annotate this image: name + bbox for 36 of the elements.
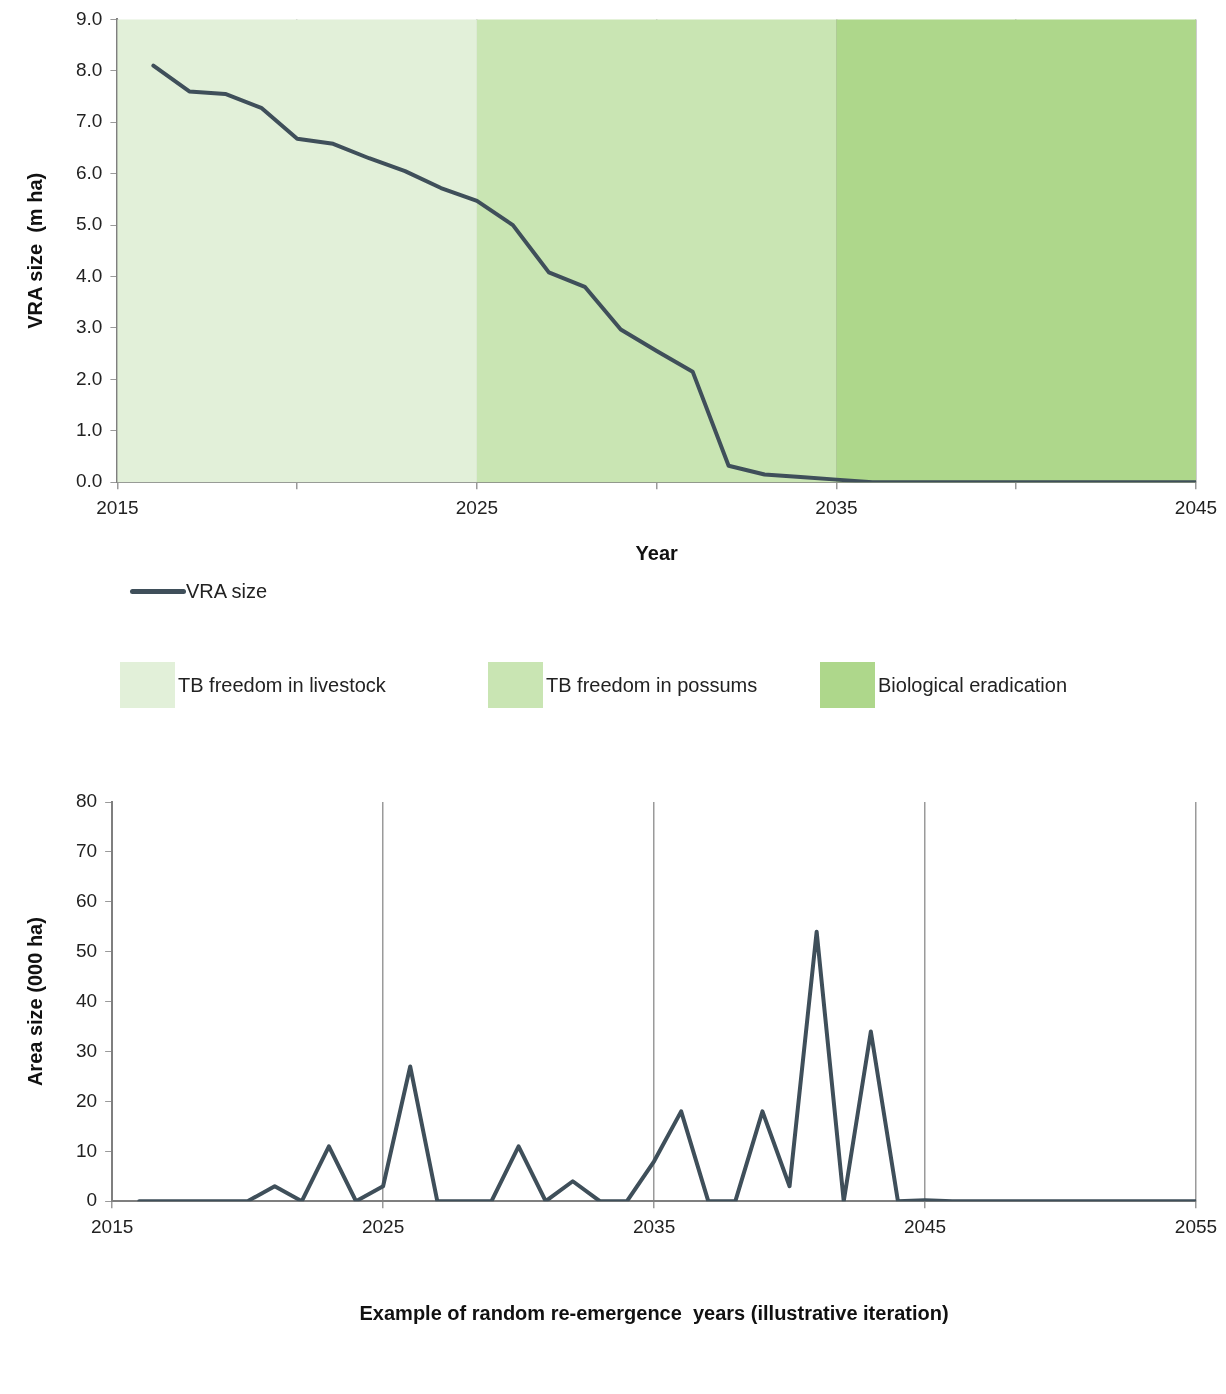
x-axis-title: Year: [635, 541, 679, 564]
y-tick-label: 0.0: [75, 470, 103, 492]
x-tick-label: 2025: [361, 1215, 405, 1237]
x-tick-label: 2015: [96, 496, 139, 518]
x-tick-label: 2015: [90, 1215, 134, 1237]
legend-label: TB freedom in possums: [546, 673, 758, 697]
y-tick-label: 4.0: [75, 264, 103, 286]
x-tick-label: 2025: [455, 496, 499, 518]
x-tick-label: 2055: [1174, 1215, 1218, 1237]
x-axis-title: Example of random re-emergence years (illustrative iteration): [359, 1301, 949, 1324]
y-tick-label: 50: [75, 939, 98, 961]
x-tick-label: 2045: [903, 1215, 947, 1237]
y-tick-label: 8.0: [75, 59, 103, 81]
y-axis-title: VRA size (m ha): [23, 172, 46, 329]
y-tick-label: 2.0: [75, 367, 103, 389]
y-tick-label: 80: [75, 790, 98, 812]
y-tick-label: 7.0: [75, 110, 103, 132]
y-tick-label: 6.0: [75, 161, 103, 183]
y-tick-label: 60: [75, 890, 98, 912]
y-tick-label: 9.0: [75, 7, 103, 29]
y-tick-label: 0: [86, 1189, 98, 1211]
legend-label: Biological eradication: [878, 673, 1068, 697]
x-tick-label: 2045: [1174, 496, 1218, 518]
x-tick-label: 2035: [632, 1215, 676, 1237]
y-tick-label: 30: [75, 1039, 98, 1061]
legend-label: VRA size: [186, 580, 268, 603]
y-tick-label: 20: [75, 1089, 98, 1111]
y-tick-label: 3.0: [75, 316, 103, 338]
y-tick-label: 10: [75, 1139, 98, 1161]
y-tick-label: 70: [75, 840, 98, 862]
x-tick-label: 2035: [815, 496, 858, 518]
y-tick-label: 5.0: [75, 213, 103, 235]
y-tick-label: 1.0: [75, 419, 103, 441]
legend-label: TB freedom in livestock: [178, 673, 386, 697]
y-axis-title: Area size (000 ha): [23, 917, 46, 1087]
y-tick-label: 40: [75, 989, 98, 1011]
